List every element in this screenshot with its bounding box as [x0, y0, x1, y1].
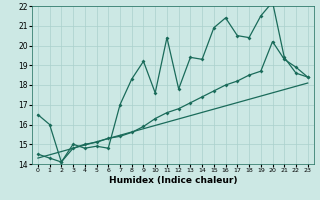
X-axis label: Humidex (Indice chaleur): Humidex (Indice chaleur): [108, 176, 237, 185]
